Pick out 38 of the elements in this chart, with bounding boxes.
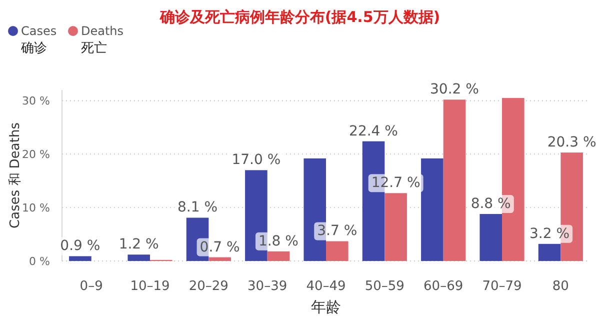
x-tick-label: 0–9: [80, 279, 103, 294]
bar: [421, 158, 444, 261]
data-label: 1.8 %: [258, 233, 298, 250]
data-label: 20.3 %: [547, 134, 596, 151]
data-label: 12.7 %: [371, 175, 420, 192]
x-tick-label: 70–79: [482, 279, 522, 294]
x-tick-label: 20–29: [188, 279, 228, 294]
legend-label: Cases 确诊: [20, 24, 57, 56]
x-tick-label: 40–49: [306, 279, 346, 294]
data-label: 3.7 %: [317, 223, 358, 240]
data-label: 0.9 %: [60, 238, 100, 254]
x-tick-label: 60–69: [424, 279, 464, 294]
y-axis-title: Cases 和 Deaths: [8, 122, 23, 228]
y-tick-label: 0 %: [29, 255, 50, 268]
data-label: 17.0 %: [232, 152, 281, 168]
data-label: 30.2 %: [430, 82, 479, 98]
data-label: 0.7 %: [200, 239, 240, 256]
y-tick-label: 20 %: [22, 148, 50, 162]
x-tick-label: 50–59: [364, 279, 404, 294]
data-label: 3.2 %: [530, 226, 570, 242]
x-tick-label: 80: [552, 279, 569, 294]
data-label: 1.2 %: [118, 236, 159, 253]
x-axis-title: 年龄: [311, 298, 341, 316]
bar: [267, 251, 290, 261]
y-tick-label: 30 %: [22, 94, 50, 108]
bar: [69, 256, 92, 261]
data-label: 8.1 %: [178, 200, 218, 216]
bar: [326, 241, 348, 261]
data-label: 22.4 %: [349, 123, 398, 140]
title: 确诊及死亡病例年龄分布(据4.5万人数据): [160, 8, 440, 26]
bar: [128, 254, 150, 261]
y-tick-label: 10 %: [22, 202, 50, 215]
data-label: 8.8 %: [470, 196, 511, 212]
x-tick-label: 10–19: [130, 279, 170, 294]
bar: [208, 257, 231, 261]
x-tick-label: 30–39: [248, 279, 288, 294]
legend-label: Deaths 死亡: [81, 24, 124, 56]
bar: [538, 244, 561, 261]
